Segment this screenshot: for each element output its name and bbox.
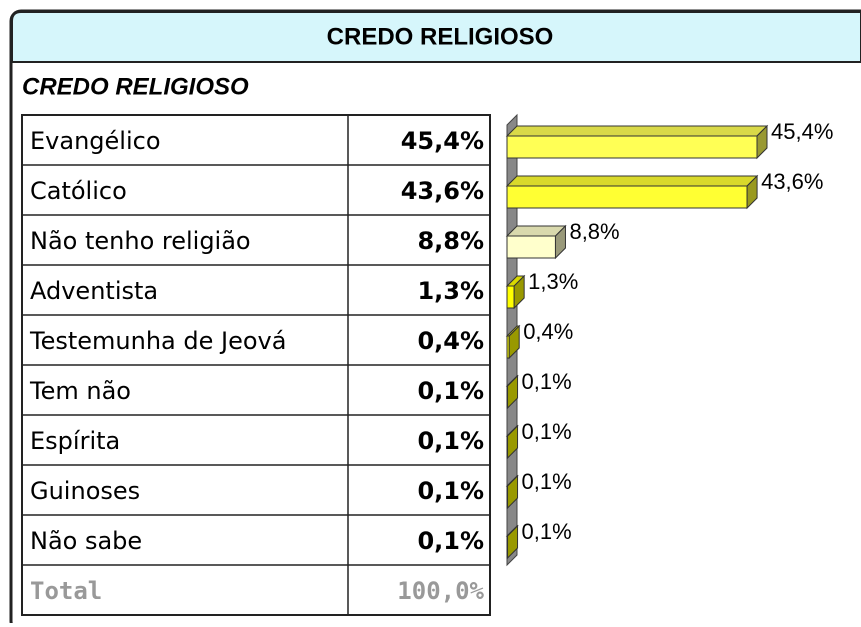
data-label: 43,6%	[761, 169, 823, 194]
data-label: 1,3%	[528, 269, 578, 294]
header-bar	[11, 11, 861, 63]
table-value: 0,1%	[417, 427, 484, 455]
bar-side	[513, 274, 525, 310]
category-label: Testemunha de Jeová	[29, 327, 286, 355]
bar-front	[506, 185, 748, 209]
table-value: 45,4%	[401, 127, 484, 155]
total-label: Total	[30, 577, 102, 605]
header-title: CREDO RELIGIOSO	[327, 23, 554, 50]
category-label: Espírita	[30, 427, 120, 455]
data-label: 8,8%	[569, 219, 619, 244]
data-label: 45,4%	[771, 119, 833, 144]
category-label: Não tenho religião	[30, 227, 251, 255]
bar-side	[507, 424, 519, 460]
bar-front	[506, 235, 556, 259]
bar-top	[505, 175, 759, 187]
table-value: 0,4%	[417, 327, 484, 355]
chart-title: CREDO RELIGIOSO	[22, 73, 249, 100]
table-value: 0,1%	[417, 377, 484, 405]
bar-side	[746, 174, 758, 210]
table-value: 43,6%	[401, 177, 484, 205]
data-label: 0,4%	[523, 319, 573, 344]
category-label: Guinoses	[30, 477, 140, 505]
bar-side	[507, 374, 519, 410]
bar-side	[508, 324, 520, 360]
bar	[505, 424, 519, 460]
category-label: Católico	[30, 177, 127, 205]
bar	[505, 274, 526, 310]
bar-side	[507, 524, 519, 560]
category-label: Não sabe	[30, 527, 142, 555]
table-value: 1,3%	[417, 277, 484, 305]
bar	[505, 474, 519, 510]
bar-chart: 45,4% 43,6% 8,8% 1,3% 0,4% 0,1% 0,1% 0,1% 0,1%	[505, 113, 833, 567]
bar-top	[505, 125, 769, 137]
category-label: Evangélico	[30, 127, 161, 155]
bar-front	[506, 135, 758, 159]
bar	[505, 124, 769, 160]
bar	[505, 324, 521, 360]
category-label: Adventista	[30, 277, 158, 305]
bar	[505, 524, 519, 560]
bar	[505, 374, 519, 410]
table-value: 8,8%	[417, 227, 484, 255]
bar	[505, 174, 759, 210]
bar-side	[507, 474, 519, 510]
bar-side	[554, 224, 566, 260]
table-value: 0,1%	[417, 477, 484, 505]
bar	[505, 224, 567, 260]
category-label: Tem não	[29, 377, 131, 405]
bar-front	[506, 285, 515, 309]
total-value: 100,0%	[397, 577, 484, 605]
table-value: 0,1%	[417, 527, 484, 555]
data-label: 0,1%	[522, 469, 572, 494]
data-label: 0,1%	[522, 369, 572, 394]
table: Evangélico 45,4% Católico 43,6% Não tenho re…	[21, 114, 491, 616]
data-label: 0,1%	[522, 519, 572, 544]
data-label: 0,1%	[522, 419, 572, 444]
bar-side	[756, 124, 768, 160]
